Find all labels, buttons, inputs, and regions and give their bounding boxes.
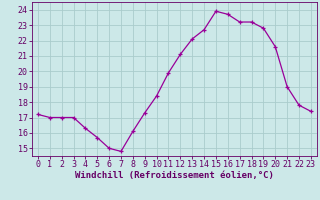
X-axis label: Windchill (Refroidissement éolien,°C): Windchill (Refroidissement éolien,°C) [75,171,274,180]
